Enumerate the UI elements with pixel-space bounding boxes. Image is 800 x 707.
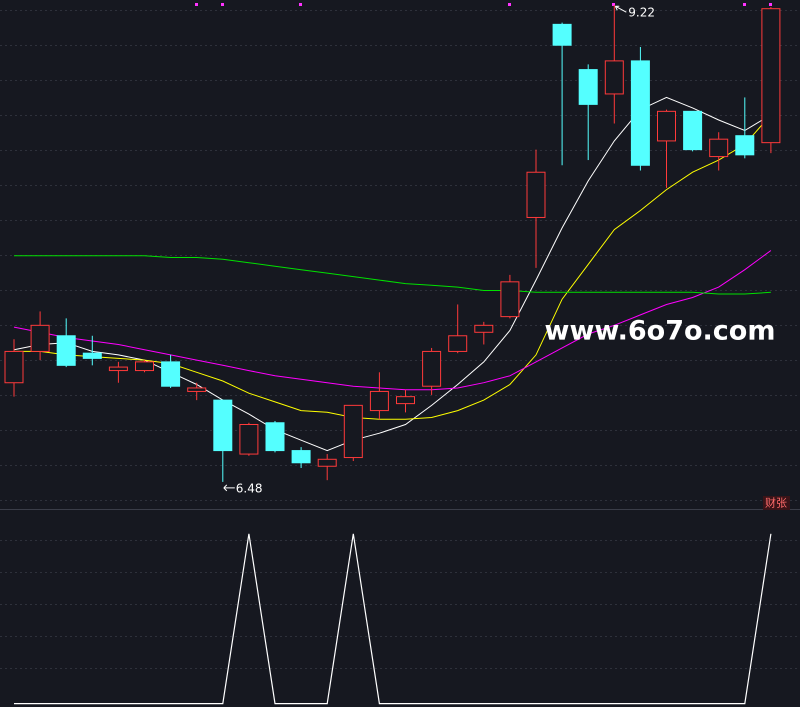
candle-body	[369, 390, 389, 412]
candle-body	[709, 138, 729, 158]
candle-body	[239, 423, 259, 455]
badge: 财张	[765, 496, 787, 510]
high-label: 9.22	[628, 6, 655, 20]
grid	[0, 10, 800, 669]
top-markers	[195, 3, 772, 6]
moving-average	[13, 250, 772, 391]
low-label: 6.48	[236, 481, 263, 495]
candle-body	[30, 324, 50, 352]
moving-average	[14, 255, 771, 295]
candle-body	[213, 399, 233, 452]
marker	[769, 3, 772, 6]
candle-body	[317, 458, 337, 467]
candle-body	[4, 350, 24, 384]
low-arrow	[223, 484, 235, 492]
candle-body	[735, 135, 755, 156]
candle-body	[448, 335, 468, 352]
candle-body	[500, 281, 520, 318]
marker	[221, 3, 224, 6]
candle-body	[56, 335, 76, 366]
candle-body	[552, 23, 572, 46]
candle-body	[135, 361, 154, 372]
candle-body	[630, 60, 650, 166]
candle-body	[761, 8, 781, 144]
candle-body	[161, 361, 181, 387]
marker	[743, 3, 746, 6]
badge-bg	[763, 496, 790, 510]
marker	[195, 3, 198, 6]
candle-body	[108, 366, 128, 372]
candle-body	[657, 110, 676, 142]
candle-body	[526, 171, 546, 218]
candle-body	[82, 352, 102, 359]
candle-body	[474, 324, 494, 333]
candle-body	[265, 422, 285, 452]
moving-average	[14, 114, 772, 420]
candle-body	[187, 387, 207, 392]
indicator-line	[14, 533, 772, 705]
high-arrow	[614, 5, 627, 13]
candle-body	[422, 350, 442, 387]
watermark: www.6o7o.com	[545, 316, 776, 347]
marker	[299, 3, 302, 6]
candle-body	[343, 404, 363, 459]
candle-body	[683, 110, 703, 151]
marker	[612, 3, 615, 6]
candle-body	[396, 396, 415, 405]
candle-body	[578, 69, 598, 105]
plot: 9.22 6.48	[4, 5, 781, 705]
candle-body	[291, 450, 311, 464]
candle-body	[604, 60, 624, 95]
marker	[508, 3, 511, 6]
